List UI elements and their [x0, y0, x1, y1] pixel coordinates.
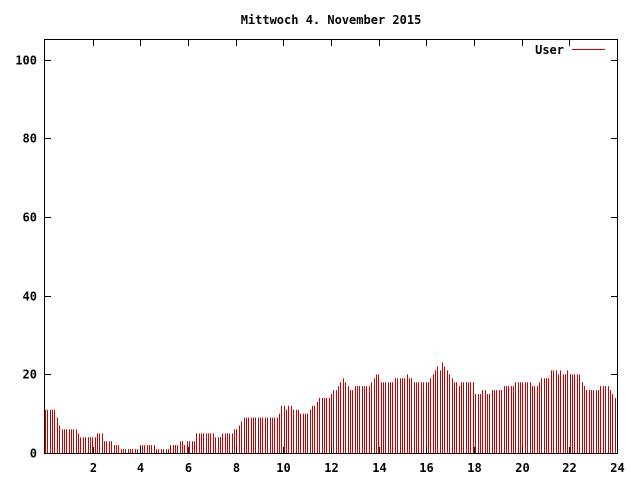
y-tick-label: 60 [23, 211, 37, 225]
x-tick-label: 6 [185, 461, 192, 475]
y-tick-label: 100 [15, 54, 37, 68]
y-axis: 0 20 40 60 80 100 [15, 54, 617, 461]
x-tick-label: 4 [137, 461, 144, 475]
x-tick-label: 16 [419, 461, 433, 475]
x-tick-label: 18 [467, 461, 481, 475]
chart-title: Mittwoch 4. November 2015 [241, 13, 422, 27]
plot-frame [44, 39, 618, 454]
bar-series-user [45, 362, 616, 453]
y-tick-label: 80 [23, 132, 37, 146]
y-tick-label: 40 [23, 290, 37, 304]
x-tick-label: 8 [233, 461, 240, 475]
y-tick-label: 20 [23, 368, 37, 382]
x-axis: 2 4 6 8 10 12 14 16 18 20 22 24 [90, 40, 625, 475]
y-tick-label: 0 [30, 447, 37, 461]
x-tick-label: 22 [562, 461, 576, 475]
x-tick-label: 10 [276, 461, 290, 475]
x-tick-label: 12 [324, 461, 338, 475]
x-tick-label: 2 [90, 461, 97, 475]
legend-label-user: User [535, 43, 564, 57]
x-tick-label: 14 [372, 461, 386, 475]
legend: User [535, 43, 605, 57]
x-tick-label: 24 [610, 461, 624, 475]
x-tick-label: 20 [515, 461, 529, 475]
